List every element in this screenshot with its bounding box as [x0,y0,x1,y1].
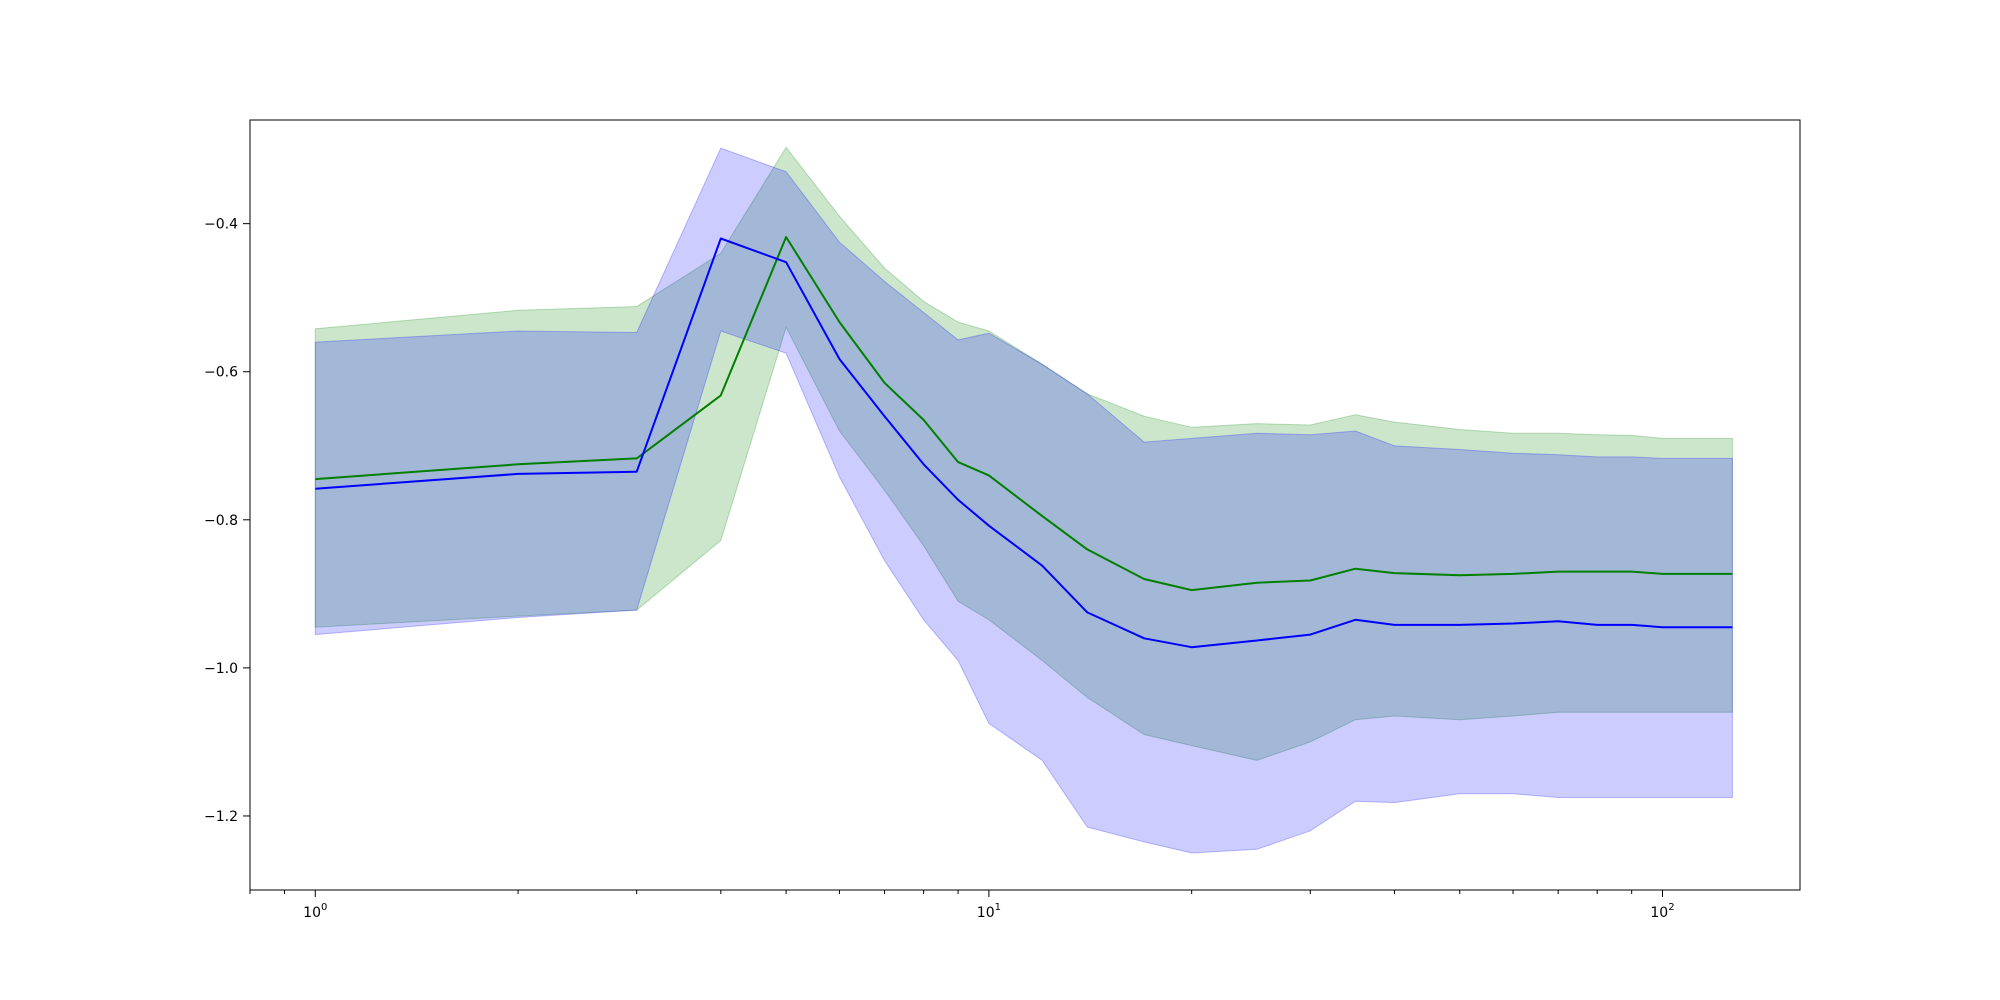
series-line-1 [315,236,1733,592]
y-tick-label: −1.0 [204,661,238,677]
x-tick-label-base: 10 [303,905,321,921]
confidence-band-1 [314,146,1733,761]
plot-frame [249,119,1801,891]
x-axis: 100 101 102 [249,890,1675,921]
confidence-bands [314,146,1733,854]
x-tick-label-exponent: 1 [995,902,1001,913]
x-tick-label-exponent: 2 [1668,902,1674,913]
y-tick-label: −0.4 [204,217,238,233]
x-tick-label-base: 10 [977,905,995,921]
series-lines [315,236,1733,649]
confidence-band-2 [314,147,1733,854]
y-axis: −0.4 −0.6 −0.8 −1.0 −1.2 [204,217,250,825]
x-tick-label: 100 [303,902,327,921]
x-tick-label: 101 [977,902,1001,921]
series-line-2 [315,237,1733,649]
x-tick-label-base: 10 [1650,905,1668,921]
x-tick-label-exponent: 0 [321,902,327,913]
y-tick-label: −1.2 [204,809,238,825]
y-tick-label: −0.6 [204,365,238,381]
y-tick-label: −0.8 [204,513,238,529]
x-tick-label: 102 [1650,902,1674,921]
